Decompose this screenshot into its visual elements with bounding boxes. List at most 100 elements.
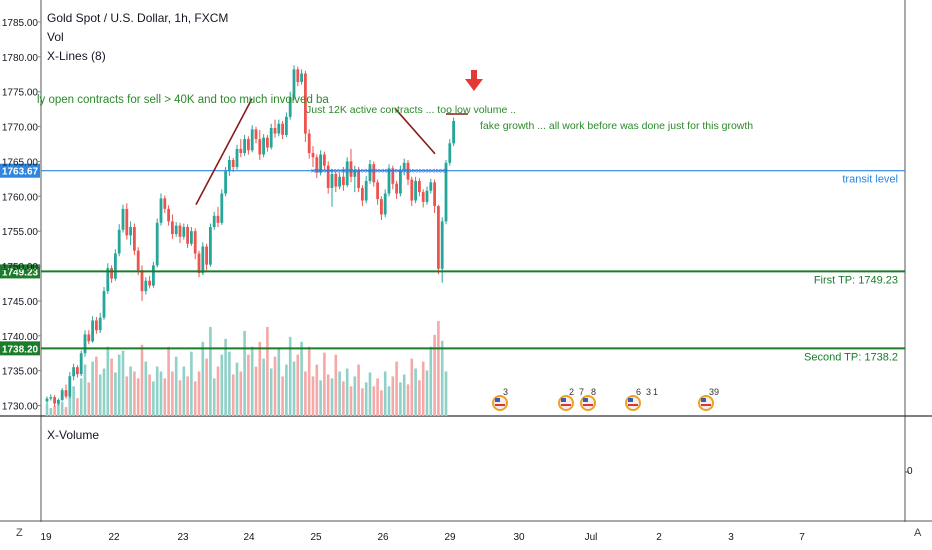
volume-bar [60, 402, 64, 416]
candle-body [125, 208, 129, 236]
event-badge-count: 6 [636, 387, 641, 397]
candle-body [209, 226, 212, 265]
volume-bar [95, 356, 98, 416]
level-label: Second TP: 1738.2 [804, 351, 898, 363]
candle-body [98, 317, 102, 331]
volume-bar [361, 388, 364, 416]
candle-body [414, 180, 417, 201]
candle-body [304, 73, 307, 134]
xline-marker: × [338, 167, 343, 176]
candle-body [110, 268, 113, 279]
candle-body [380, 199, 383, 215]
volume-bar [193, 381, 197, 416]
annotation-text: ly open contracts for sell > 40K and too… [37, 94, 329, 106]
zoom-button[interactable]: Z [16, 527, 23, 539]
volume-bar [323, 352, 326, 416]
xline-marker: × [389, 167, 394, 176]
volume-bar [72, 386, 75, 416]
candle-body [197, 253, 201, 274]
volume-bar [296, 354, 300, 416]
xline-marker: × [368, 167, 373, 176]
drawings: ly open contracts for sell > 40K and too… [37, 70, 753, 411]
event-badge-count: 1 [653, 387, 658, 397]
volume-bar [342, 381, 345, 416]
candle-body [361, 187, 364, 201]
candle-body [273, 127, 277, 134]
candle-body [159, 198, 163, 223]
event-badge-count: 3 [503, 387, 508, 397]
level-price-badge-bg [0, 264, 40, 279]
x-tick-label: 23 [177, 532, 189, 543]
event-flag-canton [495, 398, 500, 402]
volume-bar [159, 371, 163, 416]
xline-marker: × [430, 167, 435, 176]
xline-marker: × [345, 167, 350, 176]
candle-body [391, 168, 395, 184]
volume-bar [364, 382, 368, 416]
candle-body [212, 215, 216, 227]
xline-marker: × [399, 167, 404, 176]
xvolume-indicator-label[interactable]: X-Volume [47, 428, 100, 442]
xlines-indicator-label[interactable]: X-Lines (8) [47, 49, 106, 63]
candle-body [201, 246, 205, 274]
volume-bar [228, 351, 231, 416]
volume-bar [186, 376, 189, 416]
volume-bar [391, 376, 395, 416]
candle-body [235, 148, 239, 168]
candle-body [79, 353, 83, 375]
candle-body [250, 129, 254, 151]
event-badge-count: 39 [709, 387, 719, 397]
candles [45, 65, 455, 407]
xline-marker: × [402, 167, 407, 176]
candle-body [186, 226, 189, 244]
volume-bar [129, 366, 132, 416]
volume-bar [254, 366, 258, 416]
volume-bar [429, 346, 433, 416]
x-tick-label: 26 [377, 532, 389, 543]
xline-marker: × [362, 167, 367, 176]
volume-bar [353, 376, 357, 416]
candle-body [155, 222, 159, 266]
xline-marker: × [317, 167, 322, 176]
symbol-title[interactable]: Gold Spot / U.S. Dollar, 1h, FXCM [47, 11, 229, 25]
volume-bar [197, 371, 201, 416]
annotation-text: Just 12K active contracts ... too low vo… [306, 104, 516, 116]
volume-bar [345, 368, 349, 416]
xline-marker: × [348, 167, 353, 176]
volume-bar [307, 346, 311, 416]
volume-bar [182, 366, 186, 416]
volume-bar [440, 340, 444, 416]
candle-body [266, 137, 269, 148]
volume-bar [152, 381, 155, 416]
candle-body [83, 334, 87, 354]
volume-bar [326, 374, 330, 416]
volume-bar [220, 354, 224, 416]
candle-body [133, 226, 136, 251]
xline-marker: × [413, 167, 418, 176]
xline-marker: × [385, 167, 390, 176]
x-tick-label: 2 [656, 532, 662, 543]
xline-marker: × [382, 167, 387, 176]
y-tick-label: 1780.00 [2, 53, 39, 64]
volume-bar [311, 376, 315, 416]
candle-body [148, 280, 151, 286]
candle-body [174, 225, 178, 234]
volume-bar [281, 376, 284, 416]
candle-body [296, 69, 300, 82]
volume-bar [406, 384, 410, 416]
candle-body [106, 268, 110, 292]
y-tick-label: 1765.00 [2, 157, 39, 168]
xline-marker: × [426, 167, 431, 176]
candle-body [349, 161, 353, 177]
volume-indicator-label[interactable]: Vol [47, 30, 64, 44]
volume-bar [110, 358, 113, 416]
volume-bar [319, 380, 322, 416]
y-tick-label: 1730.00 [2, 402, 39, 413]
auto-scale-button[interactable]: A [914, 527, 922, 539]
xline-marker: × [416, 167, 421, 176]
volume-bar [285, 364, 288, 416]
candle-body [220, 193, 224, 223]
xline-marker: × [440, 167, 445, 176]
volume-bar [114, 372, 117, 416]
